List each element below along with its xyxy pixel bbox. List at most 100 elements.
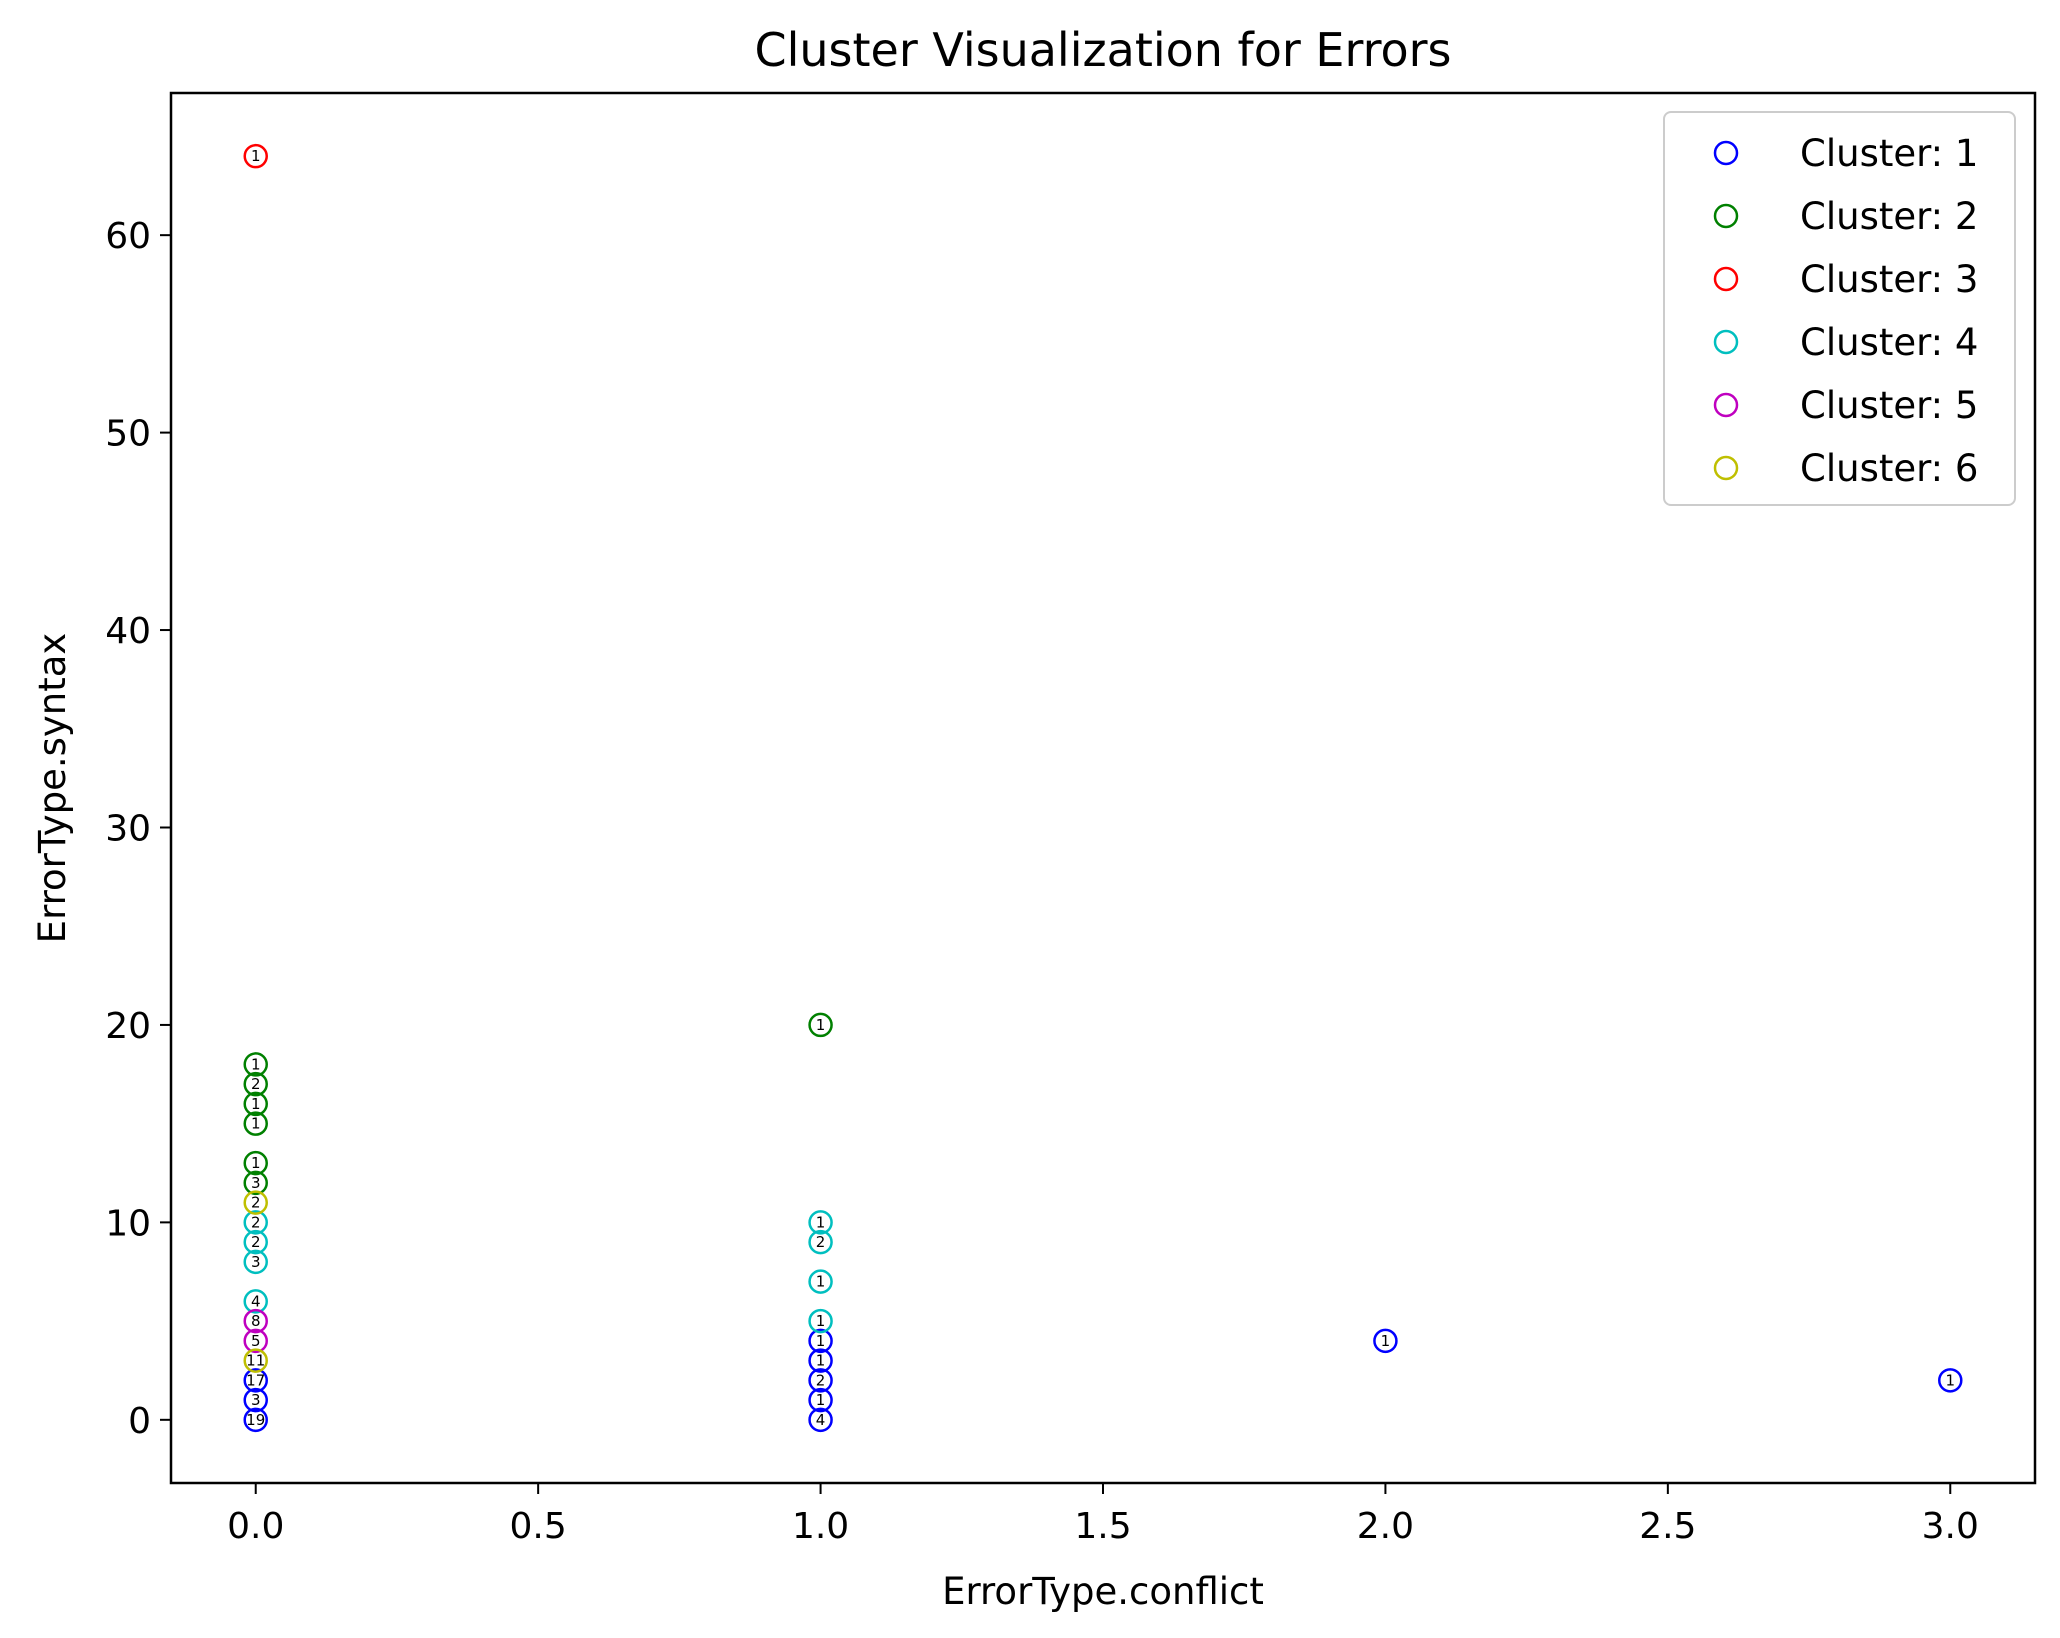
data-point-label: 1 (1381, 1332, 1391, 1350)
legend-marker (1713, 266, 1739, 292)
data-point-label: 17 (246, 1371, 265, 1389)
data-point (243, 1091, 268, 1117)
data-point (808, 1308, 833, 1334)
data-point (243, 1387, 268, 1413)
data-point-label: 1 (816, 1352, 826, 1370)
data-point (243, 1249, 268, 1275)
data-point-label: 1 (251, 147, 261, 165)
data-point (1373, 1328, 1398, 1354)
series-cluster-3: 1 (243, 143, 268, 169)
data-point (808, 1229, 833, 1255)
data-point (808, 1328, 833, 1354)
y-tick-label: 0 (128, 1401, 151, 1442)
legend-item-cluster-3: Cluster: 3 (1713, 258, 1978, 301)
series-cluster-6: 11 2 (243, 1190, 268, 1373)
data-point-label: 1 (816, 1016, 826, 1034)
series-cluster-2: 3 1 1 1 2 1 1 (243, 1012, 833, 1196)
legend-label: Cluster: 5 (1800, 384, 1978, 427)
data-point (243, 1052, 268, 1077)
data-point-label: 1 (251, 1055, 261, 1073)
series-cluster-4: 4 3 2 2 1 1 2 1 (243, 1210, 833, 1334)
data-point (243, 1229, 268, 1255)
legend-item-cluster-2: Cluster: 2 (1713, 195, 1978, 238)
legend-marker (1713, 329, 1739, 355)
data-point (243, 1210, 268, 1235)
y-tick-label: 10 (105, 1203, 151, 1244)
y-axis-label: ErrorType.syntax (31, 633, 74, 944)
data-point (243, 1328, 268, 1354)
data-point-label: 2 (251, 1075, 261, 1093)
legend-frame (1663, 111, 2016, 506)
x-tick-label: 3.0 (1922, 1506, 1979, 1547)
legend-label: Cluster: 1 (1800, 132, 1978, 175)
data-point-label: 1 (251, 1115, 261, 1133)
data-point-label: 2 (816, 1371, 826, 1389)
data-point-label: 2 (251, 1233, 261, 1251)
data-point-label: 1 (816, 1273, 826, 1291)
legend-label: Cluster: 2 (1800, 195, 1978, 238)
x-axis: 0.0 0.5 1.0 1.5 2.0 2.5 3.0 (227, 1483, 1979, 1547)
data-point (243, 1308, 268, 1334)
data-point-label: 2 (251, 1213, 261, 1231)
y-axis: 0 10 20 30 40 50 60 (105, 216, 171, 1442)
data-point (1938, 1368, 1963, 1393)
legend-label: Cluster: 6 (1800, 447, 1978, 490)
chart-title: Cluster Visualization for Errors (754, 23, 1451, 77)
y-tick-label: 30 (105, 808, 151, 849)
data-point (243, 1150, 268, 1176)
data-point-label: 1 (251, 1154, 261, 1172)
data-point-label: 1 (816, 1332, 826, 1350)
data-point (243, 1071, 268, 1097)
data-point (243, 1407, 268, 1433)
data-point-label: 1 (816, 1213, 826, 1231)
data-point (243, 1190, 268, 1215)
legend: Cluster: 1 Cluster: 2 Cluster: 3 Cluster: 4… (1663, 111, 2016, 506)
data-point-label: 1 (816, 1312, 826, 1330)
y-tick-label: 60 (105, 216, 151, 257)
data-point (243, 1289, 268, 1314)
data-point (808, 1368, 833, 1393)
data-point-label: 3 (251, 1391, 261, 1409)
data-point (808, 1210, 833, 1235)
legend-label: Cluster: 4 (1800, 321, 1978, 364)
data-point (243, 1111, 268, 1136)
data-point-label: 5 (251, 1332, 261, 1350)
x-tick-label: 0.5 (510, 1506, 567, 1547)
data-point-label: 4 (816, 1411, 826, 1429)
data-point (808, 1269, 833, 1294)
x-tick-label: 2.0 (1357, 1506, 1414, 1547)
x-tick-label: 1.0 (792, 1506, 849, 1547)
series-cluster-5: 58 (243, 1308, 268, 1354)
data-point-label: 1 (816, 1391, 826, 1409)
y-tick-label: 40 (105, 611, 151, 652)
data-point-label: 1 (251, 1095, 261, 1113)
data-point-label: 3 (251, 1174, 261, 1192)
legend-marker (1713, 455, 1739, 481)
data-point (808, 1407, 833, 1433)
data-point-label: 1 (1945, 1371, 1955, 1389)
y-tick-label: 50 (105, 414, 151, 455)
data-point (243, 1368, 268, 1393)
data-point-label: 11 (246, 1352, 265, 1370)
data-point (243, 1348, 268, 1373)
data-point-label: 3 (251, 1253, 261, 1271)
x-tick-label: 0.0 (227, 1506, 284, 1547)
legend-marker (1713, 140, 1739, 166)
y-tick-label: 20 (105, 1006, 151, 1047)
legend-item-cluster-1: Cluster: 1 (1713, 132, 1978, 175)
legend-item-cluster-6: Cluster: 6 (1713, 447, 1978, 490)
data-point (808, 1348, 833, 1373)
data-point (243, 143, 268, 169)
legend-marker (1713, 203, 1739, 229)
data-point (808, 1387, 833, 1413)
data-point-label: 8 (251, 1312, 261, 1330)
data-point-label: 4 (251, 1292, 261, 1310)
x-axis-label: ErrorType.conflict (942, 1570, 1264, 1613)
x-tick-label: 2.5 (1639, 1506, 1696, 1547)
data-point (808, 1012, 833, 1038)
x-tick-label: 1.5 (1074, 1506, 1131, 1547)
